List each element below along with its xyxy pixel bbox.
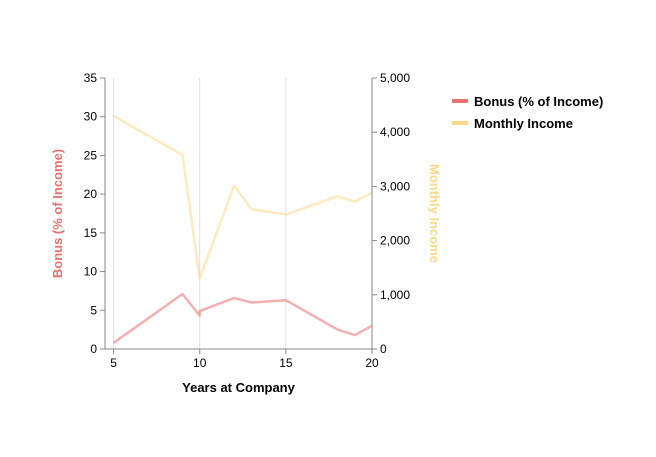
legend-swatch-bonus [452, 99, 468, 103]
right-axis-tick-label: 3,000 [380, 179, 410, 193]
left-axis-tick-label: 25 [84, 148, 98, 162]
series-lines [114, 116, 372, 343]
right-axis-tick-label: 4,000 [380, 125, 410, 139]
legend-item-bonus: Bonus (% of Income) [452, 90, 603, 112]
legend-item-income: Monthly Income [452, 112, 603, 134]
monthly-income-line [114, 116, 372, 279]
left-axis-tick-label: 20 [84, 187, 98, 201]
x-axis-tick-label: 5 [110, 356, 117, 370]
right-axis-tick-label: 5,000 [380, 71, 410, 85]
x-axis-tick-label: 15 [279, 356, 293, 370]
legend-label-income: Monthly Income [474, 116, 573, 131]
legend-label-bonus: Bonus (% of Income) [474, 94, 603, 109]
legend-swatch-income [452, 121, 468, 125]
left-axis-tick-label: 15 [84, 226, 98, 240]
left-axis-tick-label: 35 [84, 71, 98, 85]
left-axis-tick-label: 30 [84, 110, 98, 124]
right-axis-tick-label: 0 [380, 342, 387, 356]
left-axis-tick-label: 0 [90, 342, 97, 356]
left-axis-tick-label: 10 [84, 265, 98, 279]
x-axis-title: Years at Company [182, 380, 295, 395]
right-axis-tick-label: 2,000 [380, 234, 410, 248]
legend: Bonus (% of Income) Monthly Income [452, 90, 603, 134]
right-axis-tick-label: 1,000 [380, 288, 410, 302]
axes: 0510152025303501,0002,0003,0004,0005,000… [84, 71, 411, 370]
left-axis-title: Bonus (% of Income) [50, 149, 65, 278]
left-axis-tick-label: 5 [90, 303, 97, 317]
x-axis-tick-label: 20 [365, 356, 379, 370]
right-axis-title: Monthly Income [427, 164, 442, 263]
grid [114, 78, 372, 349]
bonus-line [114, 294, 372, 343]
x-axis-tick-label: 10 [193, 356, 207, 370]
